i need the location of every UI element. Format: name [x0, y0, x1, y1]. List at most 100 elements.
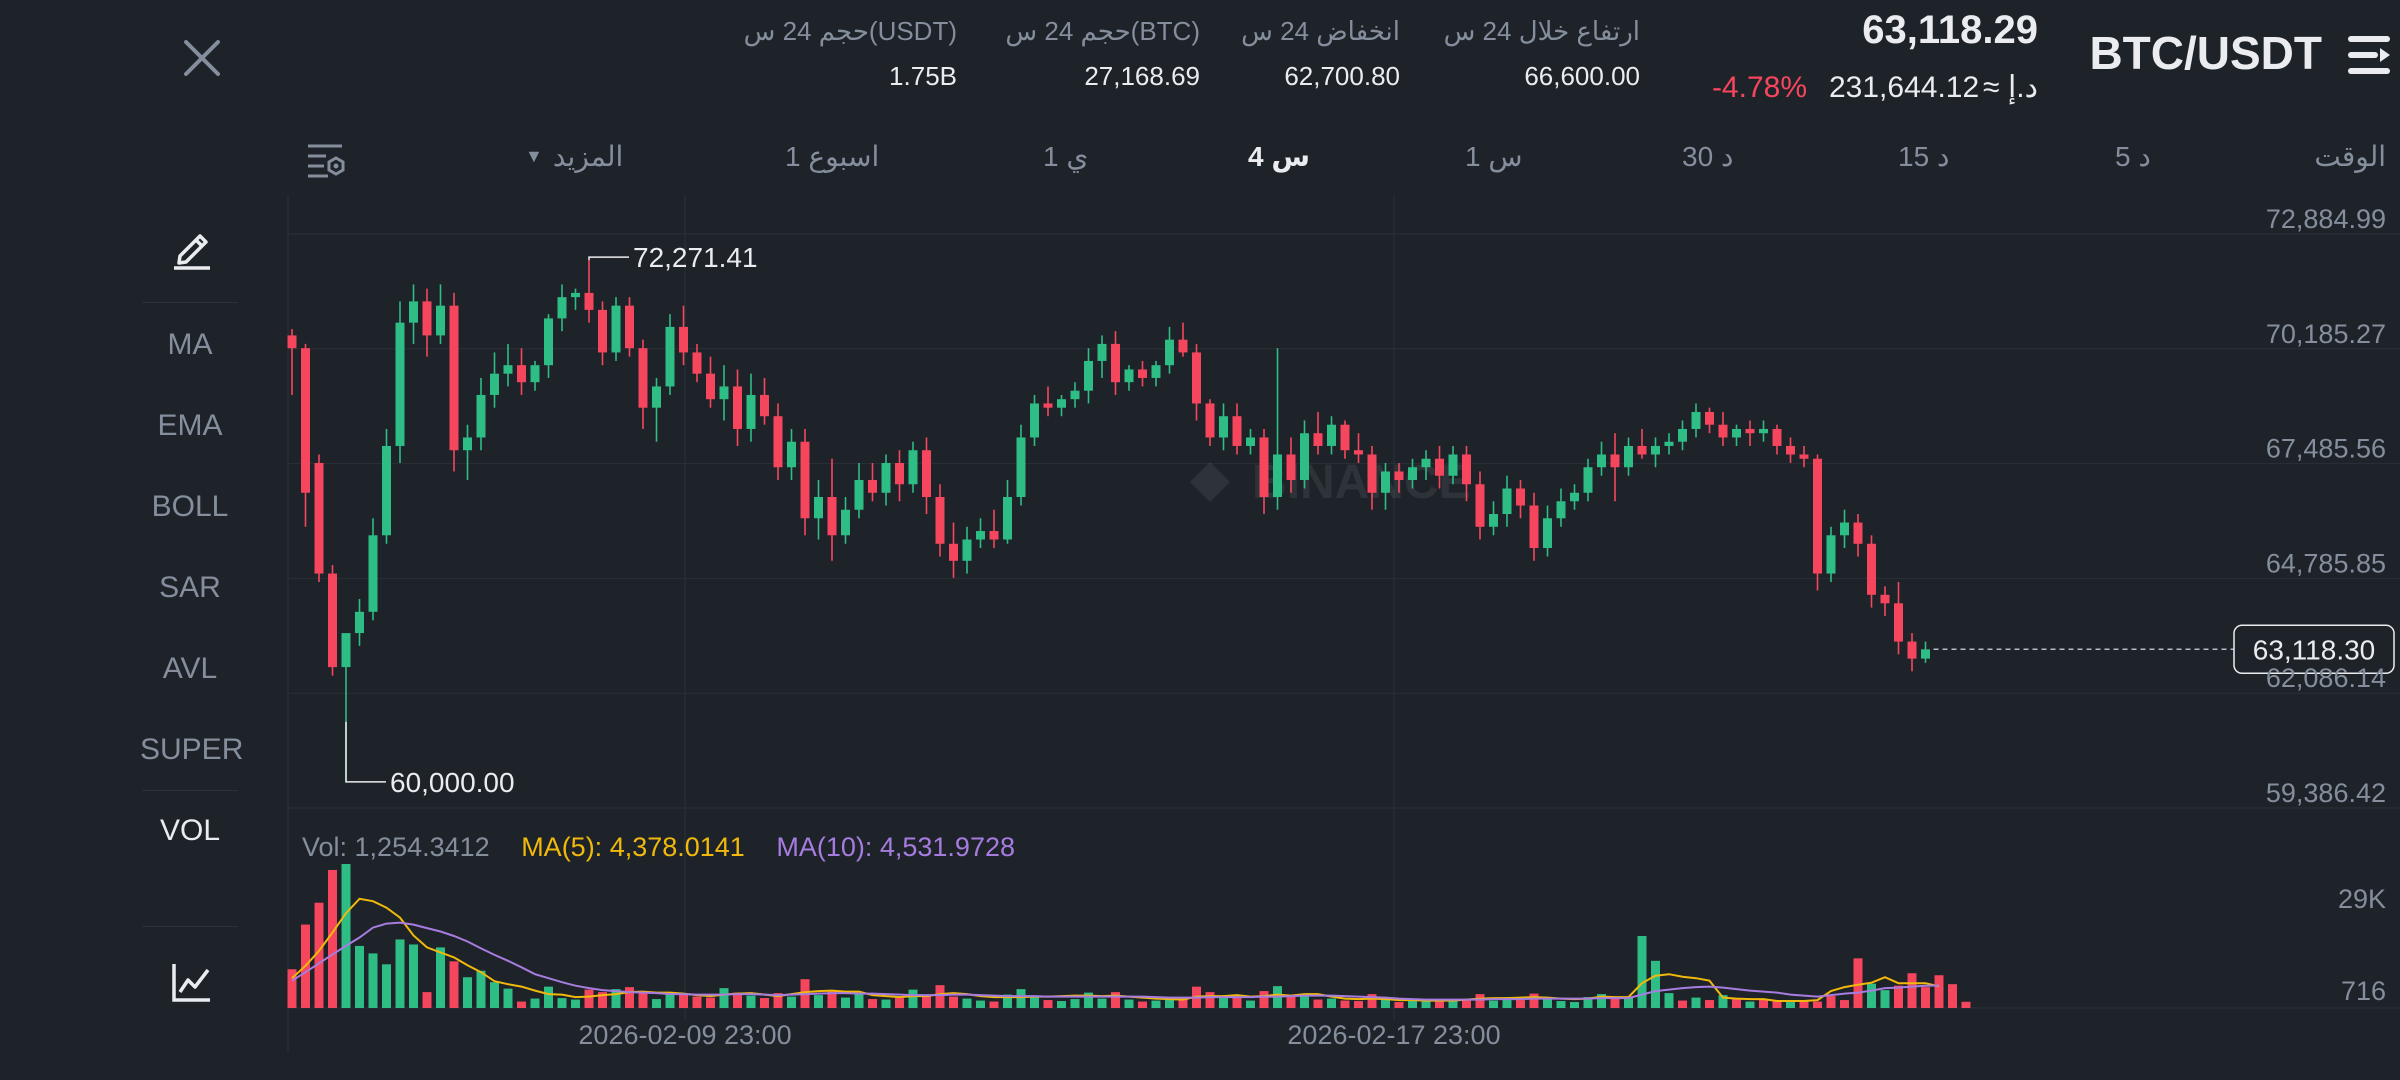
candle [530, 360, 540, 391]
stat-low: انخفاض 24 س 62,700.80 [1241, 16, 1400, 92]
volume-bar [1556, 1001, 1566, 1008]
candle [1030, 394, 1039, 446]
candle [1273, 348, 1282, 510]
draw-tool-button[interactable] [170, 222, 214, 272]
indicator-vol[interactable]: VOL [159, 814, 221, 847]
volume-bar [841, 997, 850, 1008]
tab-1d[interactable]: 1 ي [1043, 141, 1089, 172]
volume-bar [706, 997, 715, 1008]
candle [841, 497, 850, 544]
volume-bar [760, 998, 769, 1008]
candle [935, 484, 945, 557]
tab-1w[interactable]: 1 اسبوع [785, 141, 880, 172]
volume-bar [638, 991, 648, 1008]
candle [800, 428, 810, 536]
axis-layer: 72,884.99 70,185.27 67,485.56 64,785.85 62,0… [578, 204, 2386, 1050]
candle [449, 292, 459, 472]
indicator-sar[interactable]: SAR [159, 571, 221, 604]
candle [1165, 326, 1174, 374]
stat-vol-usdt: حجم 24 س(USDT) 1.75B [744, 16, 957, 92]
volume-bar [1246, 1000, 1255, 1008]
candle [989, 509, 999, 549]
candle [922, 437, 931, 515]
volume-bar [1232, 995, 1242, 1008]
volume-bar [1043, 1000, 1053, 1008]
candle [1543, 505, 1552, 557]
candle [571, 288, 580, 310]
tab-1h[interactable]: 1 س [1465, 141, 1523, 172]
candle [787, 428, 796, 480]
candle [1070, 382, 1080, 408]
volume-bar [1313, 999, 1323, 1008]
candle [1583, 458, 1593, 502]
candle [1921, 641, 1930, 663]
volume-bar [517, 1001, 526, 1008]
volume-bar [908, 989, 918, 1008]
volume-bar [1489, 1000, 1498, 1008]
volume-bar [1124, 999, 1134, 1008]
candle [1219, 403, 1228, 451]
volume-bar [1921, 987, 1930, 1008]
tab-4h[interactable]: 4 س [1248, 141, 1310, 172]
volume-bar [1786, 1002, 1795, 1008]
volume-bar [1853, 958, 1863, 1008]
volume-bar [1003, 994, 1012, 1008]
volume-bar [665, 992, 675, 1008]
stat-vol-btc: حجم 24 س(BTC) 27,168.69 [1005, 16, 1200, 92]
volume-bar [611, 989, 621, 1008]
candle [1381, 462, 1390, 510]
candle [287, 329, 297, 395]
stat-value: 66,600.00 [1524, 61, 1640, 91]
chart-type-button[interactable] [170, 960, 214, 1004]
candle [1340, 420, 1350, 459]
volume-bar [1448, 1000, 1458, 1008]
volume-bar [1732, 998, 1741, 1008]
volume-bar [1867, 983, 1876, 1008]
more-dropdown[interactable]: ▼ المزيد [525, 140, 623, 173]
candle [409, 284, 418, 344]
price-tick-label: 67,485.56 [2266, 434, 2386, 464]
candle [1232, 403, 1242, 455]
candle [881, 454, 891, 506]
volume-bar [1637, 936, 1647, 1008]
volume-bar [1421, 1001, 1431, 1008]
candle [1489, 501, 1498, 536]
candle [733, 369, 742, 446]
stat-value: 1.75B [889, 61, 957, 91]
volume-bar [814, 995, 823, 1008]
price-tick-label: 64,785.85 [2266, 548, 2386, 578]
volume-bar [787, 996, 796, 1008]
volume-bar [1502, 997, 1512, 1008]
last-price: 63,118.29 [1862, 8, 2038, 52]
menu-button[interactable] [2344, 30, 2394, 80]
volume-bar [895, 998, 904, 1008]
candle [679, 305, 688, 366]
volume-bar [1300, 995, 1309, 1008]
candle [476, 377, 486, 451]
close-button[interactable] [178, 34, 226, 82]
fiat-price-row: -4.78% 231,644.12 ≈ د.إ [1712, 70, 2038, 105]
volume-legend: Vol: 1,254.3412 MA(5): 4,378.0141 MA(10)… [302, 832, 1015, 863]
volume-tick-label: 29K [2338, 884, 2386, 914]
indicator-ema[interactable]: EMA [157, 409, 223, 442]
volume-bar [1718, 995, 1728, 1008]
candle [1786, 437, 1795, 463]
min-marker-line [345, 721, 386, 783]
tab-5m[interactable]: 5 د [2115, 141, 2151, 172]
pair-title[interactable]: BTC/USDT [2089, 27, 2322, 79]
volume-bar [341, 864, 351, 1008]
indicator-super[interactable]: SUPER [140, 733, 244, 766]
indicator-ma[interactable]: MA [167, 328, 213, 361]
tab-15m[interactable]: 15 د [1898, 141, 1950, 172]
volume-bar [1394, 1002, 1404, 1008]
volume-bar [1340, 1000, 1350, 1008]
chart-settings-button[interactable] [304, 138, 348, 182]
candle [1799, 445, 1809, 468]
indicator-boll[interactable]: BOLL [151, 490, 229, 523]
marks-layer: 72,271.41 60,000.00 63,118.30 [345, 242, 2395, 798]
volume-bar [1516, 1000, 1525, 1008]
tab-30m[interactable]: 30 د [1682, 141, 1734, 172]
indicator-avl[interactable]: AVL [162, 652, 218, 685]
volume-bar [1057, 1001, 1066, 1008]
